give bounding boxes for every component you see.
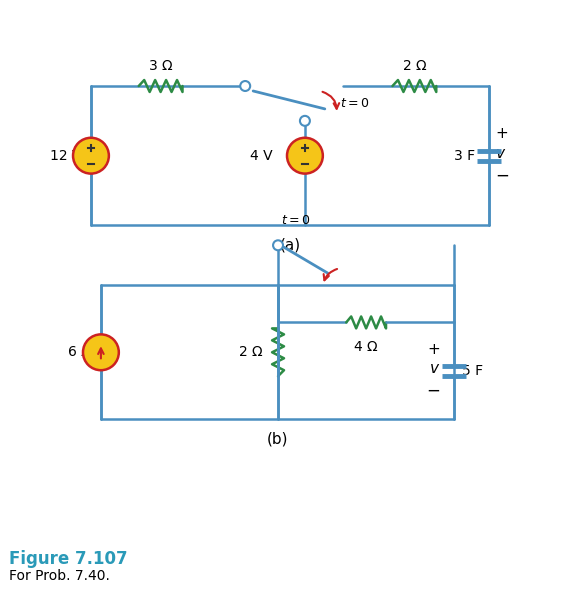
Text: 4 $\Omega$: 4 $\Omega$ [354, 340, 379, 354]
Text: 3 $\Omega$: 3 $\Omega$ [148, 59, 173, 73]
Circle shape [241, 81, 250, 91]
Text: +: + [428, 341, 440, 357]
Text: 12 V: 12 V [49, 149, 81, 163]
Text: −: − [495, 167, 509, 184]
Circle shape [73, 138, 109, 173]
Circle shape [300, 116, 310, 126]
Text: $t = 0$: $t = 0$ [281, 215, 311, 228]
Text: $v$: $v$ [429, 362, 440, 376]
Text: 6 A: 6 A [68, 345, 91, 359]
Circle shape [273, 240, 283, 250]
Text: (b): (b) [267, 432, 288, 447]
Circle shape [83, 335, 119, 370]
Text: 3 F: 3 F [454, 149, 475, 163]
Text: 4 V: 4 V [250, 149, 273, 163]
Text: −: − [426, 382, 440, 400]
Circle shape [287, 138, 323, 173]
Text: +: + [495, 126, 508, 141]
Text: 2 $\Omega$: 2 $\Omega$ [238, 345, 263, 359]
Text: $v$: $v$ [495, 146, 506, 161]
Text: 5 F: 5 F [462, 364, 483, 378]
Text: 2 $\Omega$: 2 $\Omega$ [402, 59, 427, 73]
Text: Figure 7.107: Figure 7.107 [9, 550, 128, 568]
Text: For Prob. 7.40.: For Prob. 7.40. [9, 569, 110, 583]
Text: (a): (a) [280, 238, 301, 253]
Text: $t = 0$: $t = 0$ [340, 97, 369, 111]
